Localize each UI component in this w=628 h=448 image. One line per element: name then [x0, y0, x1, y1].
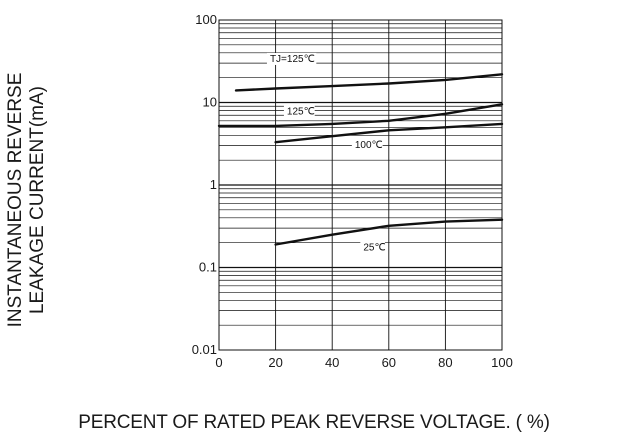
y-tick-label: 1: [210, 177, 217, 192]
x-tick-label: 100: [491, 355, 513, 370]
y-tick-label: 0.01: [192, 342, 217, 357]
curve-label: 100℃: [355, 140, 383, 151]
y-axis-label-line-2: LEAKAGE CURRENT(mA): [27, 86, 48, 314]
tick-labels: 0.01 0.1 1 10 100 0 20 40 60 80 100: [192, 12, 513, 370]
y-axis-label-line-1: INSTANTANEOUS REVERSE: [5, 73, 26, 328]
series-line: [274, 122, 504, 144]
curve-label-bg: [351, 139, 383, 152]
curve-label-bg: [283, 105, 315, 118]
series-line: [274, 218, 504, 246]
x-tick-label: 20: [268, 355, 282, 370]
x-tick-label: 60: [382, 355, 396, 370]
series-line: [217, 103, 504, 128]
series-group: [217, 73, 504, 246]
x-tick-label: 80: [438, 355, 452, 370]
y-tick-label: 100: [195, 12, 217, 27]
curve-label-bg: [360, 241, 385, 254]
x-tick-label: 40: [325, 355, 339, 370]
grid: [219, 20, 502, 350]
y-tick-label: 0.1: [199, 260, 217, 275]
curve-labels: TJ=125℃ 125℃ 100℃ 25℃: [266, 52, 386, 254]
curve-label-bg: [266, 52, 317, 65]
series-line: [234, 73, 504, 92]
x-tick-label: 0: [215, 355, 222, 370]
y-tick-label: 10: [203, 95, 217, 110]
curve-label: TJ=125℃: [270, 54, 315, 65]
curve-label: 25℃: [363, 243, 385, 254]
x-axis-label: PERCENT OF RATED PEAK REVERSE VOLTAGE. (…: [78, 412, 550, 433]
curve-label: 125℃: [287, 106, 315, 117]
